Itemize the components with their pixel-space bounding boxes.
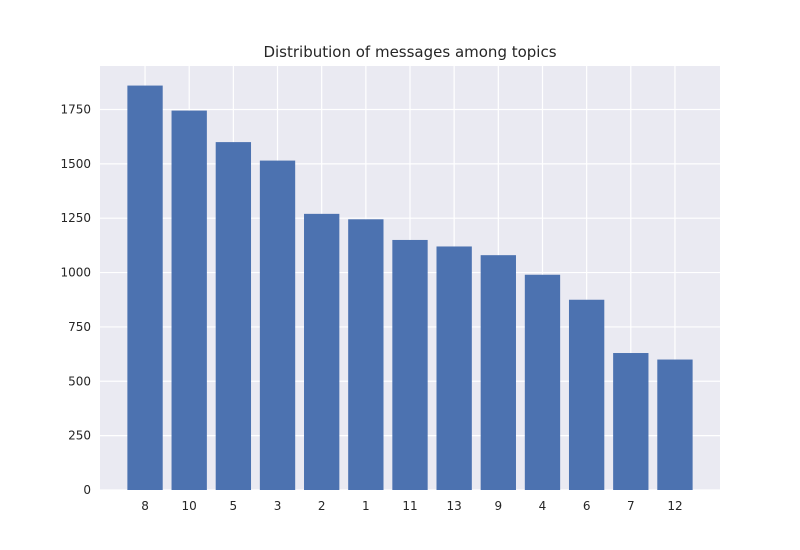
x-tick-label: 9 <box>494 499 502 513</box>
x-axis-ticks: 8 10 5 3 2 1 11 13 9 4 6 7 12 <box>141 499 682 513</box>
x-tick-label: 3 <box>274 499 282 513</box>
x-tick-label: 2 <box>318 499 326 513</box>
bar-topic-12 <box>657 359 693 490</box>
x-tick-label: 13 <box>447 499 462 513</box>
y-tick-label: 1750 <box>60 102 91 116</box>
bar-topic-13 <box>436 246 472 490</box>
bar-topic-2 <box>304 213 340 490</box>
bars <box>127 85 693 491</box>
y-tick-label: 1500 <box>60 157 91 171</box>
y-axis-ticks: 0 250 500 750 1000 1250 1500 1750 <box>60 102 91 497</box>
y-tick-label: 750 <box>68 320 91 334</box>
bar-topic-1 <box>348 219 384 491</box>
bar-topic-11 <box>392 239 428 490</box>
chart-title: Distribution of messages among topics <box>263 43 556 61</box>
bar-topic-9 <box>480 255 516 490</box>
y-tick-label: 250 <box>68 429 91 443</box>
bar-topic-5 <box>215 142 252 490</box>
y-tick-label: 500 <box>68 374 91 388</box>
x-tick-label: 1 <box>362 499 370 513</box>
x-tick-label: 6 <box>583 499 591 513</box>
x-tick-label: 7 <box>627 499 635 513</box>
x-tick-label: 10 <box>182 499 197 513</box>
bar-topic-10 <box>171 110 207 491</box>
x-tick-label: 12 <box>667 499 682 513</box>
y-tick-label: 0 <box>83 483 91 497</box>
bar-topic-3 <box>259 160 296 491</box>
bar-topic-4 <box>524 274 561 490</box>
bar-topic-8 <box>127 85 163 491</box>
x-tick-label: 11 <box>402 499 417 513</box>
bar-topic-7 <box>613 353 649 490</box>
y-tick-label: 1250 <box>60 211 91 225</box>
x-tick-label: 8 <box>141 499 149 513</box>
x-tick-label: 5 <box>230 499 238 513</box>
y-tick-label: 1000 <box>60 266 91 280</box>
bar-topic-6 <box>568 299 605 490</box>
x-tick-label: 4 <box>539 499 547 513</box>
